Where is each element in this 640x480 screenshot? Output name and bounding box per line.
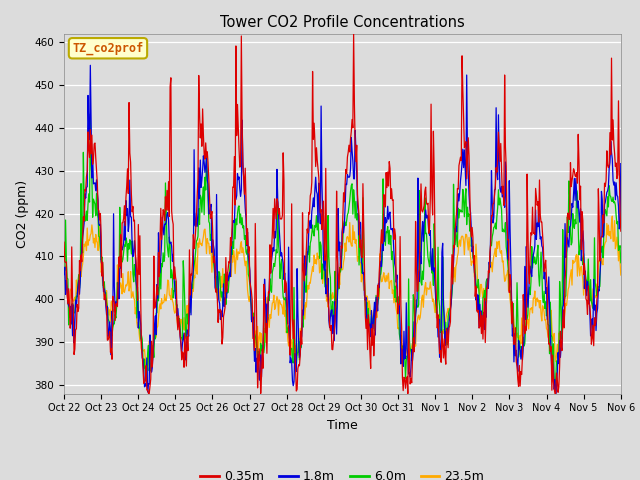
- Text: TZ_co2prof: TZ_co2prof: [72, 42, 143, 55]
- Legend: 0.35m, 1.8m, 6.0m, 23.5m: 0.35m, 1.8m, 6.0m, 23.5m: [195, 465, 490, 480]
- Title: Tower CO2 Profile Concentrations: Tower CO2 Profile Concentrations: [220, 15, 465, 30]
- X-axis label: Time: Time: [327, 419, 358, 432]
- Y-axis label: CO2 (ppm): CO2 (ppm): [16, 180, 29, 248]
